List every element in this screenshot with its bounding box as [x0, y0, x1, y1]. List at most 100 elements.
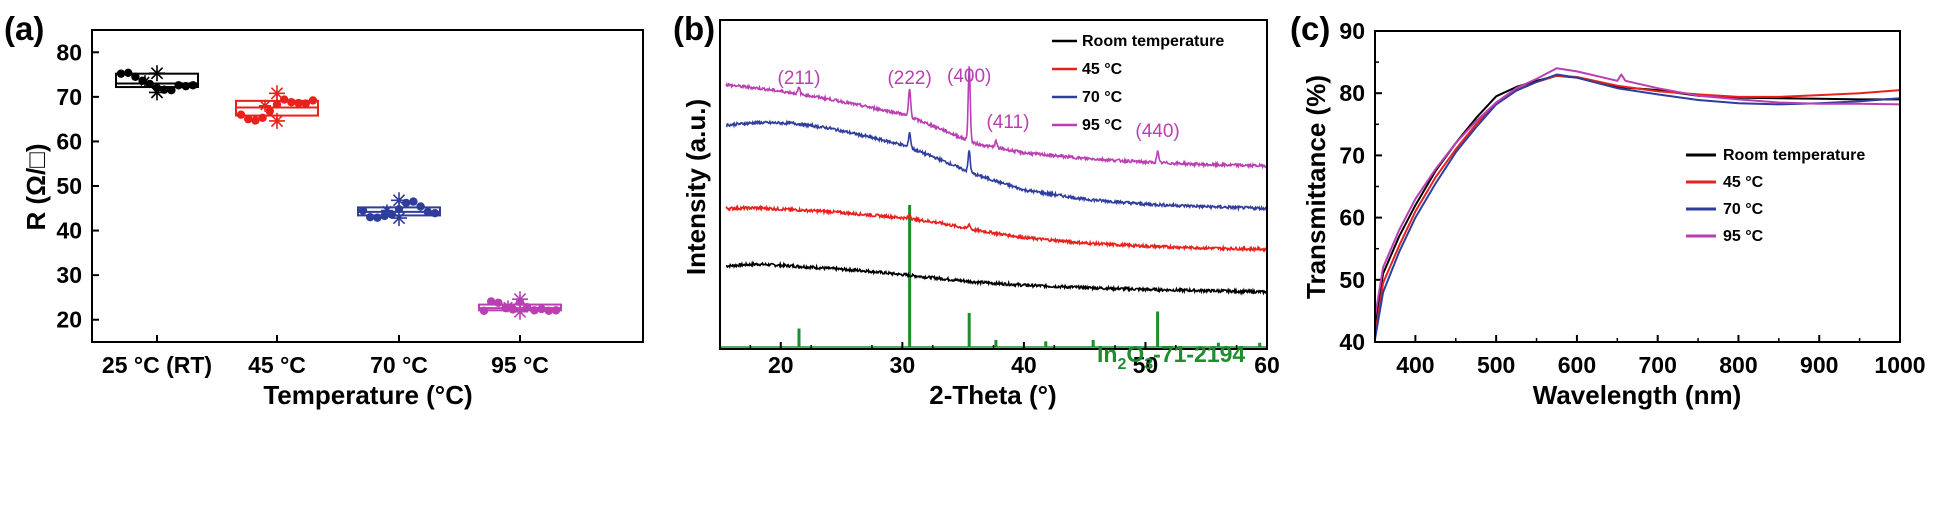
panel-b-reference-lines	[720, 205, 1267, 348]
panel-c-frame	[1374, 30, 1901, 343]
y-tick-label: 70	[56, 84, 82, 110]
panel-a-y-ticks: 20 30 40 50 60 70 80	[56, 39, 99, 333]
x-tick-label-70-c: 70 °C	[370, 352, 428, 378]
x-tick-label: 50	[1133, 352, 1159, 378]
panel-b-tag: (b)	[673, 10, 715, 47]
box-70-c	[357, 192, 441, 227]
peak-label-211: (211)	[778, 68, 821, 89]
panel-a-boxes	[115, 65, 562, 320]
data-point	[174, 81, 183, 90]
series-line-70-c	[725, 119, 1268, 212]
x-tick-label: 400	[1396, 352, 1434, 378]
data-point	[409, 197, 418, 206]
data-point	[188, 81, 198, 90]
data-point	[544, 306, 553, 315]
data-point	[423, 207, 432, 217]
series-line-45-c	[1374, 74, 1901, 336]
peak-label-411: (411)	[986, 112, 1029, 133]
y-tick-label: 80	[1339, 80, 1365, 106]
data-point	[551, 306, 561, 315]
panel-a-y-axis-label: R (Ω/□)	[21, 143, 51, 230]
legend-label-95-c: 95 °C	[1723, 228, 1764, 245]
data-point	[131, 72, 140, 82]
panel-c-tag: (c)	[1290, 10, 1330, 47]
x-tick-label-25-c-rt: 25 °C (RT)	[102, 352, 212, 378]
legend-label-45-c: 45 °C	[1082, 61, 1123, 78]
data-point	[373, 213, 382, 222]
data-point	[116, 69, 126, 78]
peak-label-222: (222)	[887, 68, 931, 89]
x-tick-label: 700	[1639, 352, 1677, 378]
y-tick-label: 60	[1339, 205, 1365, 231]
x-tick-label: 900	[1800, 352, 1838, 378]
outlier-star-mean	[259, 99, 271, 112]
panel-b-reference-label: In2O3-71-2194	[1097, 341, 1245, 373]
legend-label-room-temperature: Room temperature	[1082, 33, 1224, 50]
series-line-45-c	[725, 204, 1268, 253]
series-line-room-temperature	[1374, 74, 1900, 324]
legend-label-95-c: 95 °C	[1082, 117, 1123, 134]
box-45-c	[235, 85, 319, 129]
data-point	[287, 98, 296, 107]
outlier-star-min	[269, 112, 285, 129]
x-tick-label: 1000	[1874, 352, 1925, 378]
data-point	[167, 85, 176, 95]
y-tick-label: 30	[56, 262, 82, 288]
y-tick-label: 90	[1339, 18, 1365, 44]
data-point	[394, 204, 404, 214]
x-tick-label: 30	[890, 352, 916, 378]
x-tick-label: 40	[1011, 352, 1037, 378]
panel-b-series	[725, 66, 1268, 296]
outlier-star-min	[149, 65, 165, 82]
data-point	[430, 208, 440, 218]
panel-c-x-ticks: 400 500 600 700 800 900 1000	[1374, 335, 1926, 378]
x-tick-label: 60	[1254, 352, 1280, 378]
data-point	[181, 81, 190, 91]
peak-label-440: (440)	[1135, 121, 1179, 142]
panel-a-box-plot: (a) 20 30 40 50 60 70 80 25 °C (RT) 45 °C 70 °C 9…	[4, 10, 644, 410]
data-point	[416, 202, 425, 211]
series-line-70-c	[1374, 73, 1901, 340]
legend-label-room-temperature: Room temperature	[1723, 147, 1865, 164]
outlier-star-min	[391, 210, 407, 227]
box-95-c	[478, 291, 562, 320]
panel-a-x-ticks: 25 °C (RT) 45 °C 70 °C 95 °C	[102, 335, 549, 378]
series-line-95-c	[725, 66, 1268, 170]
panel-b-peak-labels: (211) (222) (400) (411) (440)	[778, 66, 1180, 142]
data-point	[530, 306, 539, 315]
data-point	[487, 297, 496, 306]
data-point	[301, 99, 310, 108]
panel-c-x-axis-label: Wavelength (nm)	[1533, 380, 1741, 410]
panel-b-legend: Room temperature 45 °C 70 °C 95 °C	[1052, 33, 1224, 134]
panel-a-frame	[91, 29, 644, 343]
panel-b-x-ticks: 20 30 40 50 60	[749, 342, 1280, 378]
x-tick-label: 600	[1558, 352, 1596, 378]
y-tick-label: 70	[1339, 142, 1365, 168]
x-tick-label: 20	[768, 352, 794, 378]
box-25-c-rt	[115, 65, 199, 101]
data-point	[251, 116, 260, 125]
data-point	[494, 298, 503, 307]
panel-a-tag: (a)	[4, 10, 44, 47]
legend-label-70-c: 70 °C	[1723, 201, 1764, 218]
outlier-star-max	[391, 192, 407, 209]
data-point	[358, 206, 368, 215]
y-tick-label: 50	[1339, 267, 1365, 293]
panel-c-y-axis-label: Transmittance (%)	[1301, 75, 1331, 299]
outlier-star-max	[512, 291, 528, 308]
legend-label-70-c: 70 °C	[1082, 89, 1123, 106]
peak-label-400: (400)	[947, 66, 991, 87]
outlier-star-max	[149, 84, 165, 101]
legend-label-45-c: 45 °C	[1723, 174, 1764, 191]
data-point	[258, 113, 267, 123]
y-tick-label: 50	[56, 173, 82, 199]
panel-c-series	[1374, 67, 1901, 340]
data-point	[236, 110, 246, 119]
outlier-star-mean	[139, 75, 151, 88]
panel-b-x-axis-label: 2-Theta (°)	[929, 380, 1056, 410]
x-tick-label: 800	[1719, 352, 1757, 378]
series-line-95-c	[1374, 67, 1901, 318]
panel-a-x-axis-label: Temperature (°C)	[263, 380, 472, 410]
